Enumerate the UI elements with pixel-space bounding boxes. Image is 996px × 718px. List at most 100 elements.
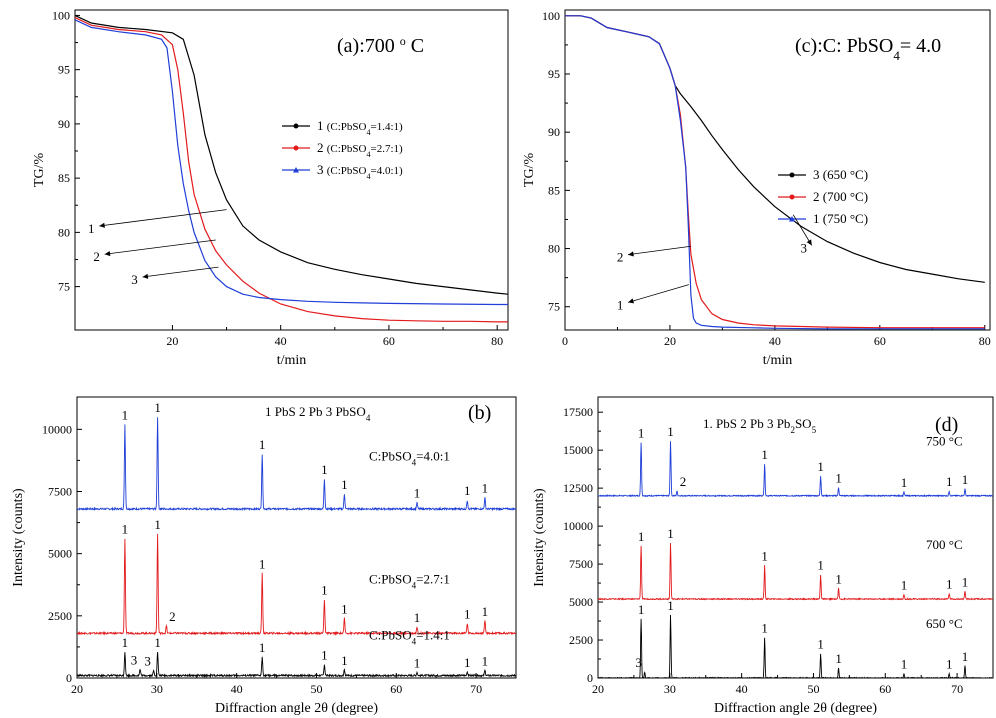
x-tick-label: 40 bbox=[769, 334, 781, 348]
legend-marker bbox=[789, 172, 795, 178]
peak-label: 1 bbox=[901, 577, 908, 592]
peak-label: 1 bbox=[122, 635, 129, 650]
peak-label: 1 bbox=[154, 400, 161, 415]
y-axis-label: Intensity (counts) bbox=[11, 488, 26, 587]
y-tick-label: 80 bbox=[58, 225, 70, 239]
pattern-label-3: 650 °C bbox=[926, 616, 963, 631]
legend-label: 1 (C:PbSO4=1.4:1) bbox=[317, 118, 403, 137]
x-tick-label: 60 bbox=[383, 334, 395, 348]
peak-label: 1 bbox=[817, 558, 824, 573]
series-line-1 bbox=[75, 14, 508, 295]
peak-label: 1 bbox=[259, 557, 266, 572]
peak-label: 1 bbox=[901, 656, 908, 671]
peak-label: 1 bbox=[835, 571, 842, 586]
xrd-pattern-2 bbox=[598, 542, 993, 601]
x-tick-label: 50 bbox=[310, 682, 322, 696]
xrd-pattern-3 bbox=[598, 614, 993, 678]
xrd-pattern-2 bbox=[77, 533, 516, 636]
callout-arrowhead bbox=[104, 250, 111, 257]
x-tick-label: 40 bbox=[231, 682, 243, 696]
x-axis-label: Diffraction angle 2θ (degree) bbox=[215, 701, 378, 716]
x-tick-label: 50 bbox=[807, 682, 819, 696]
peak-label: 1 bbox=[321, 647, 328, 662]
peak-label: 1 bbox=[341, 601, 348, 616]
legend-label: 3 (650 °C) bbox=[813, 167, 868, 182]
callout-line bbox=[792, 214, 813, 246]
plot-frame bbox=[564, 9, 991, 331]
peak-label: 1 bbox=[154, 517, 161, 532]
peak-label: 1 bbox=[122, 522, 129, 537]
peak-label: 1 bbox=[321, 462, 328, 477]
y-tick-label: 10000 bbox=[563, 519, 593, 533]
peak-label: 1 bbox=[946, 474, 953, 489]
pattern-label-2: 700 °C bbox=[926, 537, 963, 552]
peak-label: 1 bbox=[835, 470, 842, 485]
callout-arrowhead bbox=[628, 251, 634, 257]
peak-label: 1 bbox=[341, 477, 348, 492]
x-axis-label: Diffraction angle 2θ (degree) bbox=[714, 701, 877, 716]
legend: 3 (650 °C) 2 (700 °C) 1 (750 °C) bbox=[778, 167, 868, 226]
peak-label: 1 bbox=[321, 583, 328, 598]
y-tick-label: 80 bbox=[548, 242, 560, 256]
x-tick-label: 80 bbox=[979, 334, 991, 348]
plot-frame bbox=[74, 9, 509, 331]
peak-label: 1 bbox=[962, 472, 969, 487]
peak-label: 1 bbox=[259, 640, 266, 655]
y-axis-label: TG/% bbox=[32, 153, 47, 188]
y-tick-label: 95 bbox=[58, 63, 70, 77]
peak-label: 2 bbox=[169, 609, 176, 624]
x-tick-label: 30 bbox=[151, 682, 163, 696]
peak-label: 1 bbox=[482, 604, 489, 619]
curve-label-2: 2 bbox=[93, 249, 100, 264]
legend-label: 1 (750 °C) bbox=[813, 211, 868, 226]
peak-label: 1 bbox=[761, 447, 768, 462]
pattern-label-1: 750 °C bbox=[926, 434, 963, 449]
y-tick-label: 100 bbox=[542, 9, 560, 23]
x-tick-label: 30 bbox=[664, 682, 676, 696]
peak-label: 1 bbox=[817, 637, 824, 652]
plot-area bbox=[75, 14, 508, 323]
x-tick-label: 40 bbox=[736, 682, 748, 696]
pattern-label-2: C:PbSO4=2.7:1 bbox=[369, 572, 450, 591]
y-tick-label: 85 bbox=[58, 171, 70, 185]
peak-label: 1 bbox=[482, 654, 489, 669]
peak-label: 3 bbox=[635, 655, 642, 670]
peak-label: 1 bbox=[154, 635, 161, 650]
x-tick-label: 70 bbox=[470, 682, 482, 696]
callout-arrowhead bbox=[806, 239, 812, 246]
chart-title: (c):C: PbSO4= 4.0 bbox=[795, 35, 941, 63]
xrd-pattern-1 bbox=[77, 417, 516, 512]
x-tick-label: 60 bbox=[874, 334, 886, 348]
callout-arrowhead bbox=[99, 222, 105, 228]
y-tick-label: 90 bbox=[548, 125, 560, 139]
y-tick-label: 5000 bbox=[48, 547, 72, 561]
plot-area bbox=[77, 417, 516, 678]
y-tick-label: 0 bbox=[587, 671, 593, 685]
panel-d: 20 30 40 50 60 70 0 2500 5000 7500 10000 12500 15000… bbox=[532, 396, 994, 716]
peak-label: 1 bbox=[464, 655, 471, 670]
peak-label: 1 bbox=[667, 424, 674, 439]
peak-label: 1 bbox=[259, 437, 266, 452]
pattern-label-3: C:PbSO4=1.4:1 bbox=[369, 627, 450, 646]
peak-label: 1 bbox=[835, 651, 842, 666]
y-tick-label: 5000 bbox=[569, 595, 593, 609]
peak-label: 2 bbox=[680, 474, 687, 489]
peak-label: 1 bbox=[667, 526, 674, 541]
peak-label: 1 bbox=[817, 459, 824, 474]
peak-label: 1 bbox=[122, 407, 129, 422]
x-tick-label: 20 bbox=[71, 682, 83, 696]
xrd-pattern-3 bbox=[77, 651, 516, 678]
x-tick-label: 80 bbox=[491, 334, 503, 348]
peak-label: 1 bbox=[341, 653, 348, 668]
peak-label: 1 bbox=[946, 656, 953, 671]
legend-marker bbox=[789, 194, 795, 200]
y-tick-label: 75 bbox=[58, 280, 70, 294]
callout-line bbox=[104, 239, 216, 255]
y-tick-label: 12500 bbox=[563, 481, 593, 495]
peak-label: 1 bbox=[638, 529, 645, 544]
callout-line bbox=[628, 245, 691, 256]
y-tick-label: 7500 bbox=[569, 557, 593, 571]
y-tick-label: 17500 bbox=[563, 405, 593, 419]
y-axis-label: TG/% bbox=[522, 153, 537, 188]
